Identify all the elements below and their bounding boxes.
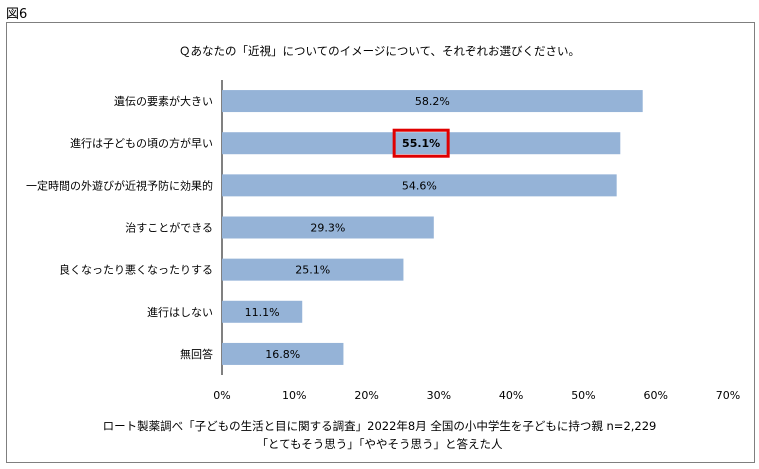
figure-label: 図6 <box>6 7 28 22</box>
data-label: 54.6% <box>402 179 437 192</box>
category-label: 進行はしない <box>147 306 213 319</box>
data-label: 16.8% <box>265 348 300 361</box>
x-tick-label: 30% <box>427 389 451 402</box>
data-label: 58.2% <box>415 95 450 108</box>
bar <box>222 132 621 155</box>
bar <box>222 216 434 239</box>
bar <box>222 90 643 113</box>
x-tick-label: 60% <box>643 389 667 402</box>
x-tick-label: 10% <box>282 389 306 402</box>
source-line-2: 「とてもそう思う」「ややそう思う」と答えた人 <box>256 437 503 451</box>
source-line-1: ロート製薬調べ「子どもの生活と目に関する調査」2022年8月 全国の小中学生を子… <box>102 419 657 433</box>
x-tick-label: 70% <box>716 389 740 402</box>
category-label: 遺伝の要素が大きい <box>114 94 213 108</box>
data-label: 55.1% <box>402 137 440 150</box>
chart-frame <box>6 22 755 463</box>
category-label: 無回答 <box>180 347 213 361</box>
x-tick-label: 20% <box>354 389 378 402</box>
category-label: 治すことができる <box>125 221 213 235</box>
data-label: 11.1% <box>245 306 280 319</box>
chart-title: Ｑあなたの「近視」についてのイメージについて、それぞれお選びください。 <box>178 44 580 58</box>
data-label: 29.3% <box>310 222 345 235</box>
x-tick-label: 40% <box>499 389 523 402</box>
bar <box>222 300 303 323</box>
bar <box>222 342 344 365</box>
category-label: 一定時間の外遊びが近視予防に効果的 <box>26 178 213 192</box>
x-tick-label: 50% <box>571 389 595 402</box>
bar <box>222 174 617 197</box>
data-label: 25.1% <box>295 264 330 277</box>
highlight-box <box>392 128 450 158</box>
category-label: 進行は子どもの頃の方が早い <box>70 136 213 150</box>
x-tick-label: 0% <box>213 389 230 402</box>
bar <box>222 258 404 281</box>
category-label: 良くなったり悪くなったりする <box>59 263 213 277</box>
